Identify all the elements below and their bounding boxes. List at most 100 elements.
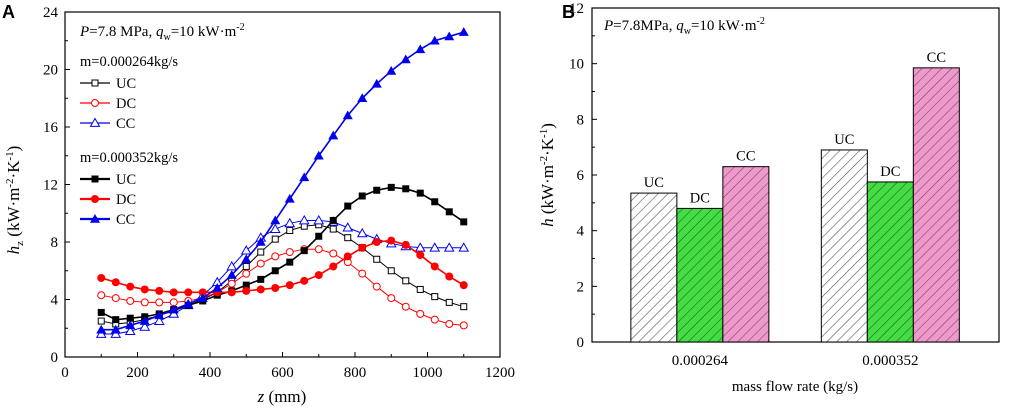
point-uc-0000352 [300, 247, 308, 255]
point-dc-0000264 [314, 245, 323, 254]
point-cc-0000264 [298, 214, 310, 225]
point-dc-0000352 [387, 236, 396, 245]
point-uc-0000352 [286, 258, 294, 266]
point-dc-0000264 [459, 321, 468, 330]
point-cc-0000264 [356, 227, 368, 238]
point-uc-0000352 [126, 314, 134, 322]
series-line-uc-0000264 [101, 224, 464, 325]
point-dc-0000264 [372, 282, 381, 291]
point-uc-0000264 [329, 225, 337, 233]
point-dc-0000352 [329, 262, 338, 271]
point-uc-0000352 [460, 218, 468, 226]
y-tick-label: 2 [577, 279, 585, 295]
point-dc-0000264 [140, 298, 149, 307]
y-tick-label: 0 [577, 335, 585, 351]
point-cc-0000352 [241, 254, 252, 263]
point-cc-0000264 [139, 321, 151, 331]
point-dc-0000352 [358, 243, 367, 252]
point-dc-0000352 [111, 278, 120, 287]
bar-dc-0000352 [866, 181, 914, 343]
point-cc-0000352 [183, 298, 194, 308]
point-dc-0000264 [126, 296, 135, 305]
x-tick-label: 0.000352 [862, 353, 918, 369]
point-uc-0000264 [387, 267, 395, 275]
legend-label-uc: UC [116, 172, 136, 188]
x-tick-label: 600 [271, 365, 294, 381]
point-cc-0000352 [429, 35, 440, 45]
legend-marker-uc [91, 79, 99, 87]
panel-a-label: A [2, 2, 15, 22]
point-cc-0000352 [139, 316, 150, 325]
panel-b-bars: UC DC CC UC DC CC [630, 50, 960, 343]
point-dc-0000264 [111, 294, 120, 303]
point-cc-0000352 [96, 324, 107, 334]
point-dc-0000352 [271, 284, 280, 292]
y-tick-label: 12 [569, 1, 584, 17]
y-tick-label: 4 [51, 293, 59, 309]
series-line-uc-0000352 [100, 186, 465, 321]
bar-dc-0000264 [676, 207, 724, 343]
point-uc-0000264 [402, 277, 410, 285]
y-tick-label: 10 [569, 57, 584, 73]
point-uc-0000352 [242, 281, 250, 289]
point-uc-0000264 [445, 298, 453, 306]
point-cc-0000264 [443, 242, 455, 252]
point-uc-0000264 [416, 285, 424, 293]
point-dc-0000352 [155, 286, 164, 295]
point-uc-0000352 [112, 316, 120, 324]
point-uc-0000352 [431, 198, 439, 206]
legend-marker-cc [89, 117, 101, 127]
point-dc-0000264 [358, 269, 367, 278]
point-uc-0000352 [329, 216, 337, 224]
point-dc-0000352 [285, 281, 294, 290]
panel-b-ylabel: h (kW·m-2·K-1) [538, 123, 557, 227]
panel-b: B 0 2 4 6 8 10 12 0.000264 0.000352 UC DC CC UC DC CC… [538, 1, 1000, 395]
point-cc-0000352 [168, 304, 179, 314]
panel-a-xlabel: z (mm) [257, 387, 307, 406]
point-dc-0000264 [430, 315, 439, 324]
point-cc-0000352 [386, 65, 397, 75]
series-line-cc-0000352 [101, 31, 464, 331]
panel-a: A 0 200 400 600 800 1000 1200 0 4 8 12 16 20 24 P=7.8… [2, 2, 515, 406]
point-dc-0000352 [169, 288, 178, 297]
point-uc-0000264 [97, 317, 105, 325]
point-uc-0000264 [271, 235, 279, 243]
point-dc-0000352 [256, 285, 265, 294]
y-tick-label: 4 [577, 224, 585, 240]
point-cc-0000352 [415, 44, 426, 54]
y-tick-label: 8 [51, 235, 59, 251]
point-dc-0000352 [198, 288, 207, 297]
point-uc-0000352 [257, 275, 265, 283]
point-dc-0000352 [430, 262, 439, 271]
panel-a-legend: UC DC CC UC DC CC [80, 76, 136, 228]
point-dc-0000264 [285, 248, 294, 257]
point-dc-0000264 [416, 309, 425, 318]
point-dc-0000352 [314, 271, 323, 280]
x-tick-label: 1000 [413, 365, 443, 381]
panel-a-series [95, 27, 470, 338]
point-cc-0000264 [153, 315, 165, 325]
legend-marker-dc [91, 99, 99, 107]
point-uc-0000352 [358, 192, 366, 200]
point-cc-0000352 [357, 93, 368, 102]
point-dc-0000352 [242, 286, 251, 295]
legend-marker-dc [91, 195, 99, 203]
panel-a-ylabel: hz (kW·m-2·K-1) [4, 146, 26, 255]
legend-marker-cc [90, 214, 100, 223]
panel-a-axis-ticks: 0 200 400 600 800 1000 1200 0 4 8 12 16 20 24 [43, 5, 515, 381]
point-cc-0000264 [226, 260, 238, 271]
point-uc-0000352 [271, 267, 279, 275]
x-tick-label: 0.000264 [672, 353, 729, 369]
point-uc-0000352 [416, 189, 424, 197]
bar-uc-0000352 [820, 149, 868, 343]
point-cc-0000352 [328, 130, 339, 140]
x-tick-label: 200 [126, 365, 149, 381]
point-cc-0000264 [313, 214, 325, 225]
point-cc-0000264 [269, 223, 281, 233]
y-tick-label: 0 [51, 350, 59, 366]
point-uc-0000264 [257, 248, 265, 256]
point-uc-0000264 [460, 303, 468, 311]
y-tick-label: 20 [43, 63, 58, 79]
point-uc-0000264 [286, 227, 294, 234]
